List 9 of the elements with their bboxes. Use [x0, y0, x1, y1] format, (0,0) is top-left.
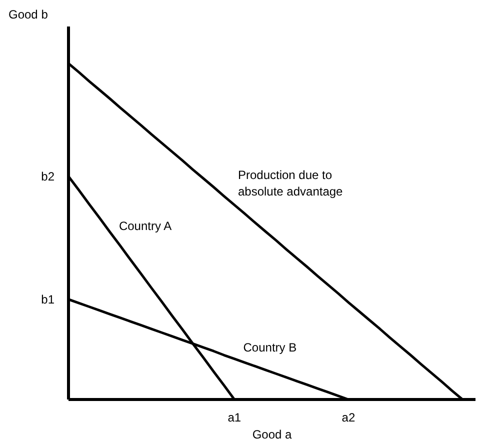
x-axis-title: Good a — [252, 428, 292, 442]
series-label: Country B — [243, 340, 297, 355]
series-label: Production due to absolute advantage — [238, 168, 344, 199]
text: b2 — [41, 169, 55, 184]
series-label: Country A — [118, 218, 172, 233]
y-axis-title: Good b — [8, 8, 48, 22]
x-tick-label: a1 — [228, 410, 242, 424]
x-tick-label: a2 — [342, 410, 356, 424]
text: b1 — [41, 292, 55, 306]
